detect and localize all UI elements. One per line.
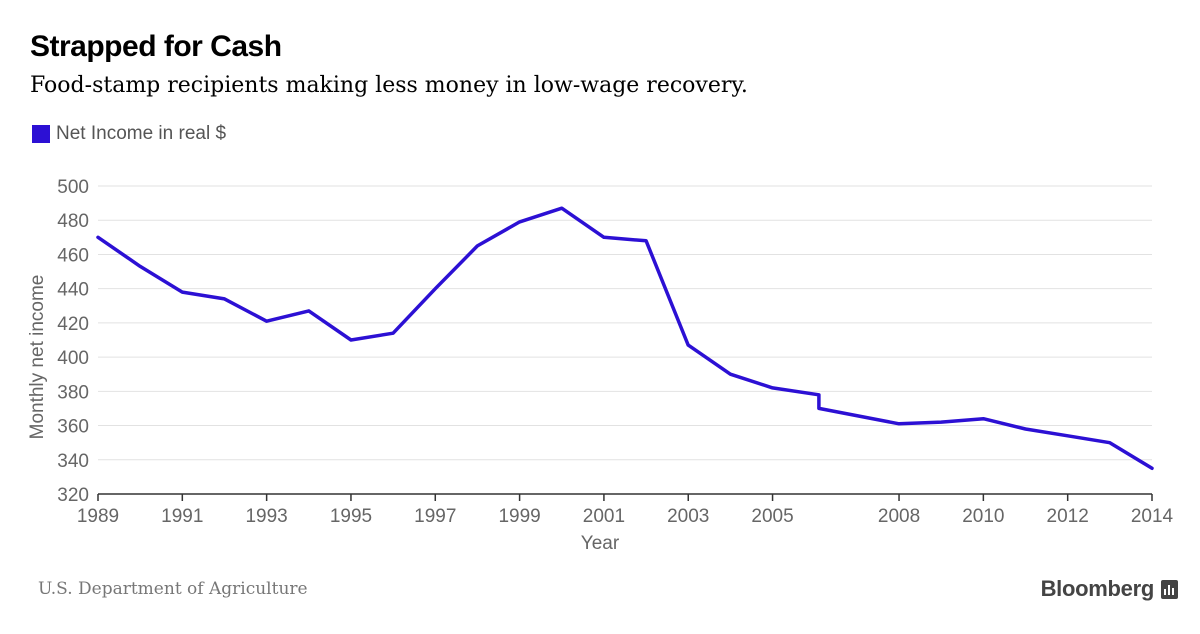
x-tick-label: 2003 xyxy=(667,506,709,527)
y-tick-label: 480 xyxy=(57,211,89,232)
x-tick-label: 1995 xyxy=(330,506,372,527)
y-tick-label: 420 xyxy=(57,314,89,335)
y-axis-ticks: 320 340 360 380 400 420 440 460 480 500 xyxy=(57,177,89,506)
x-tick-label: 2014 xyxy=(1131,506,1174,527)
x-tick-label: 1999 xyxy=(498,506,540,527)
brand-name: Bloomberg xyxy=(1040,576,1155,601)
y-tick-label: 320 xyxy=(57,485,89,506)
y-tick-label: 460 xyxy=(57,245,89,266)
gridlines xyxy=(98,185,1152,461)
x-tick-label: 1989 xyxy=(77,506,119,527)
x-tick-label: 2012 xyxy=(1047,506,1089,527)
y-tick-label: 440 xyxy=(57,280,89,301)
y-axis-title: Monthly net income xyxy=(27,275,48,440)
source-note: U.S. Department of Agriculture xyxy=(38,579,308,599)
y-tick-label: 340 xyxy=(57,451,89,472)
chart-subtitle: Food-stamp recipients making less money … xyxy=(30,73,748,98)
chart-title: Strapped for Cash xyxy=(30,30,282,63)
x-tick-label: 2001 xyxy=(583,506,625,527)
x-axis: 1989 1991 1993 1995 1997 1999 2001 2003 2005 2008… xyxy=(77,493,1174,527)
brand-logo: Bloomberg xyxy=(1041,576,1178,602)
y-tick-label: 500 xyxy=(57,177,89,198)
x-tick-label: 1993 xyxy=(245,506,287,527)
y-tick-label: 380 xyxy=(57,382,89,403)
x-tick-label: 1997 xyxy=(414,506,456,527)
x-tick-label: 1991 xyxy=(161,506,203,527)
legend-swatch xyxy=(32,125,50,143)
legend-label: Net Income in real $ xyxy=(56,123,227,144)
x-tick-label: 2010 xyxy=(962,506,1004,527)
bloomberg-chart-icon xyxy=(1161,579,1178,599)
series-group xyxy=(96,206,1154,471)
y-tick-label: 360 xyxy=(57,417,89,438)
x-axis-title: Year xyxy=(581,533,620,554)
y-tick-label: 400 xyxy=(57,348,89,369)
legend: Net Income in real $ xyxy=(32,123,226,145)
series-line xyxy=(96,206,1154,471)
x-tick-label: 2008 xyxy=(878,506,920,527)
x-tick-label: 2005 xyxy=(751,506,793,527)
